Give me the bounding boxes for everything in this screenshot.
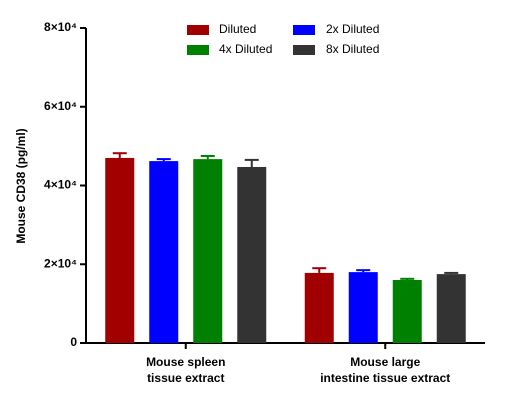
error-bar xyxy=(444,271,459,275)
x-tick-label: Mouse large intestine tissue extract xyxy=(320,355,450,385)
legend-label: Diluted xyxy=(219,22,256,36)
legend-label: 8x Diluted xyxy=(326,42,379,56)
error-bar xyxy=(400,277,415,280)
legend-swatch xyxy=(293,25,315,35)
legend-label: 2x Diluted xyxy=(326,22,379,36)
bar xyxy=(105,157,135,343)
y-tick-label: 2×10⁴ xyxy=(44,256,77,270)
error-bar xyxy=(356,269,371,273)
x-tick-label: Mouse spleen tissue extract xyxy=(146,355,225,385)
error-bar xyxy=(244,158,259,167)
bar xyxy=(237,166,267,343)
bar xyxy=(348,272,378,343)
bar xyxy=(436,274,466,343)
y-tick-label: 6×10⁴ xyxy=(44,99,77,113)
error-bar xyxy=(112,152,127,158)
legend-swatch xyxy=(293,45,315,55)
bar xyxy=(392,280,422,343)
y-tick-label: 8×10⁴ xyxy=(44,20,77,34)
error-bar xyxy=(200,154,215,160)
bar xyxy=(304,272,334,343)
legend-swatch xyxy=(187,45,209,55)
y-axis-label: Mouse CD38 (pg/ml) xyxy=(14,128,28,243)
legend-label: 4x Diluted xyxy=(219,42,272,56)
legend-swatch xyxy=(187,25,209,35)
y-tick-label: 0 xyxy=(70,335,77,349)
bar xyxy=(193,159,223,343)
error-bar xyxy=(156,158,171,162)
bar xyxy=(149,161,179,343)
error-bar xyxy=(312,267,327,273)
y-tick-label: 4×10⁴ xyxy=(44,178,77,192)
